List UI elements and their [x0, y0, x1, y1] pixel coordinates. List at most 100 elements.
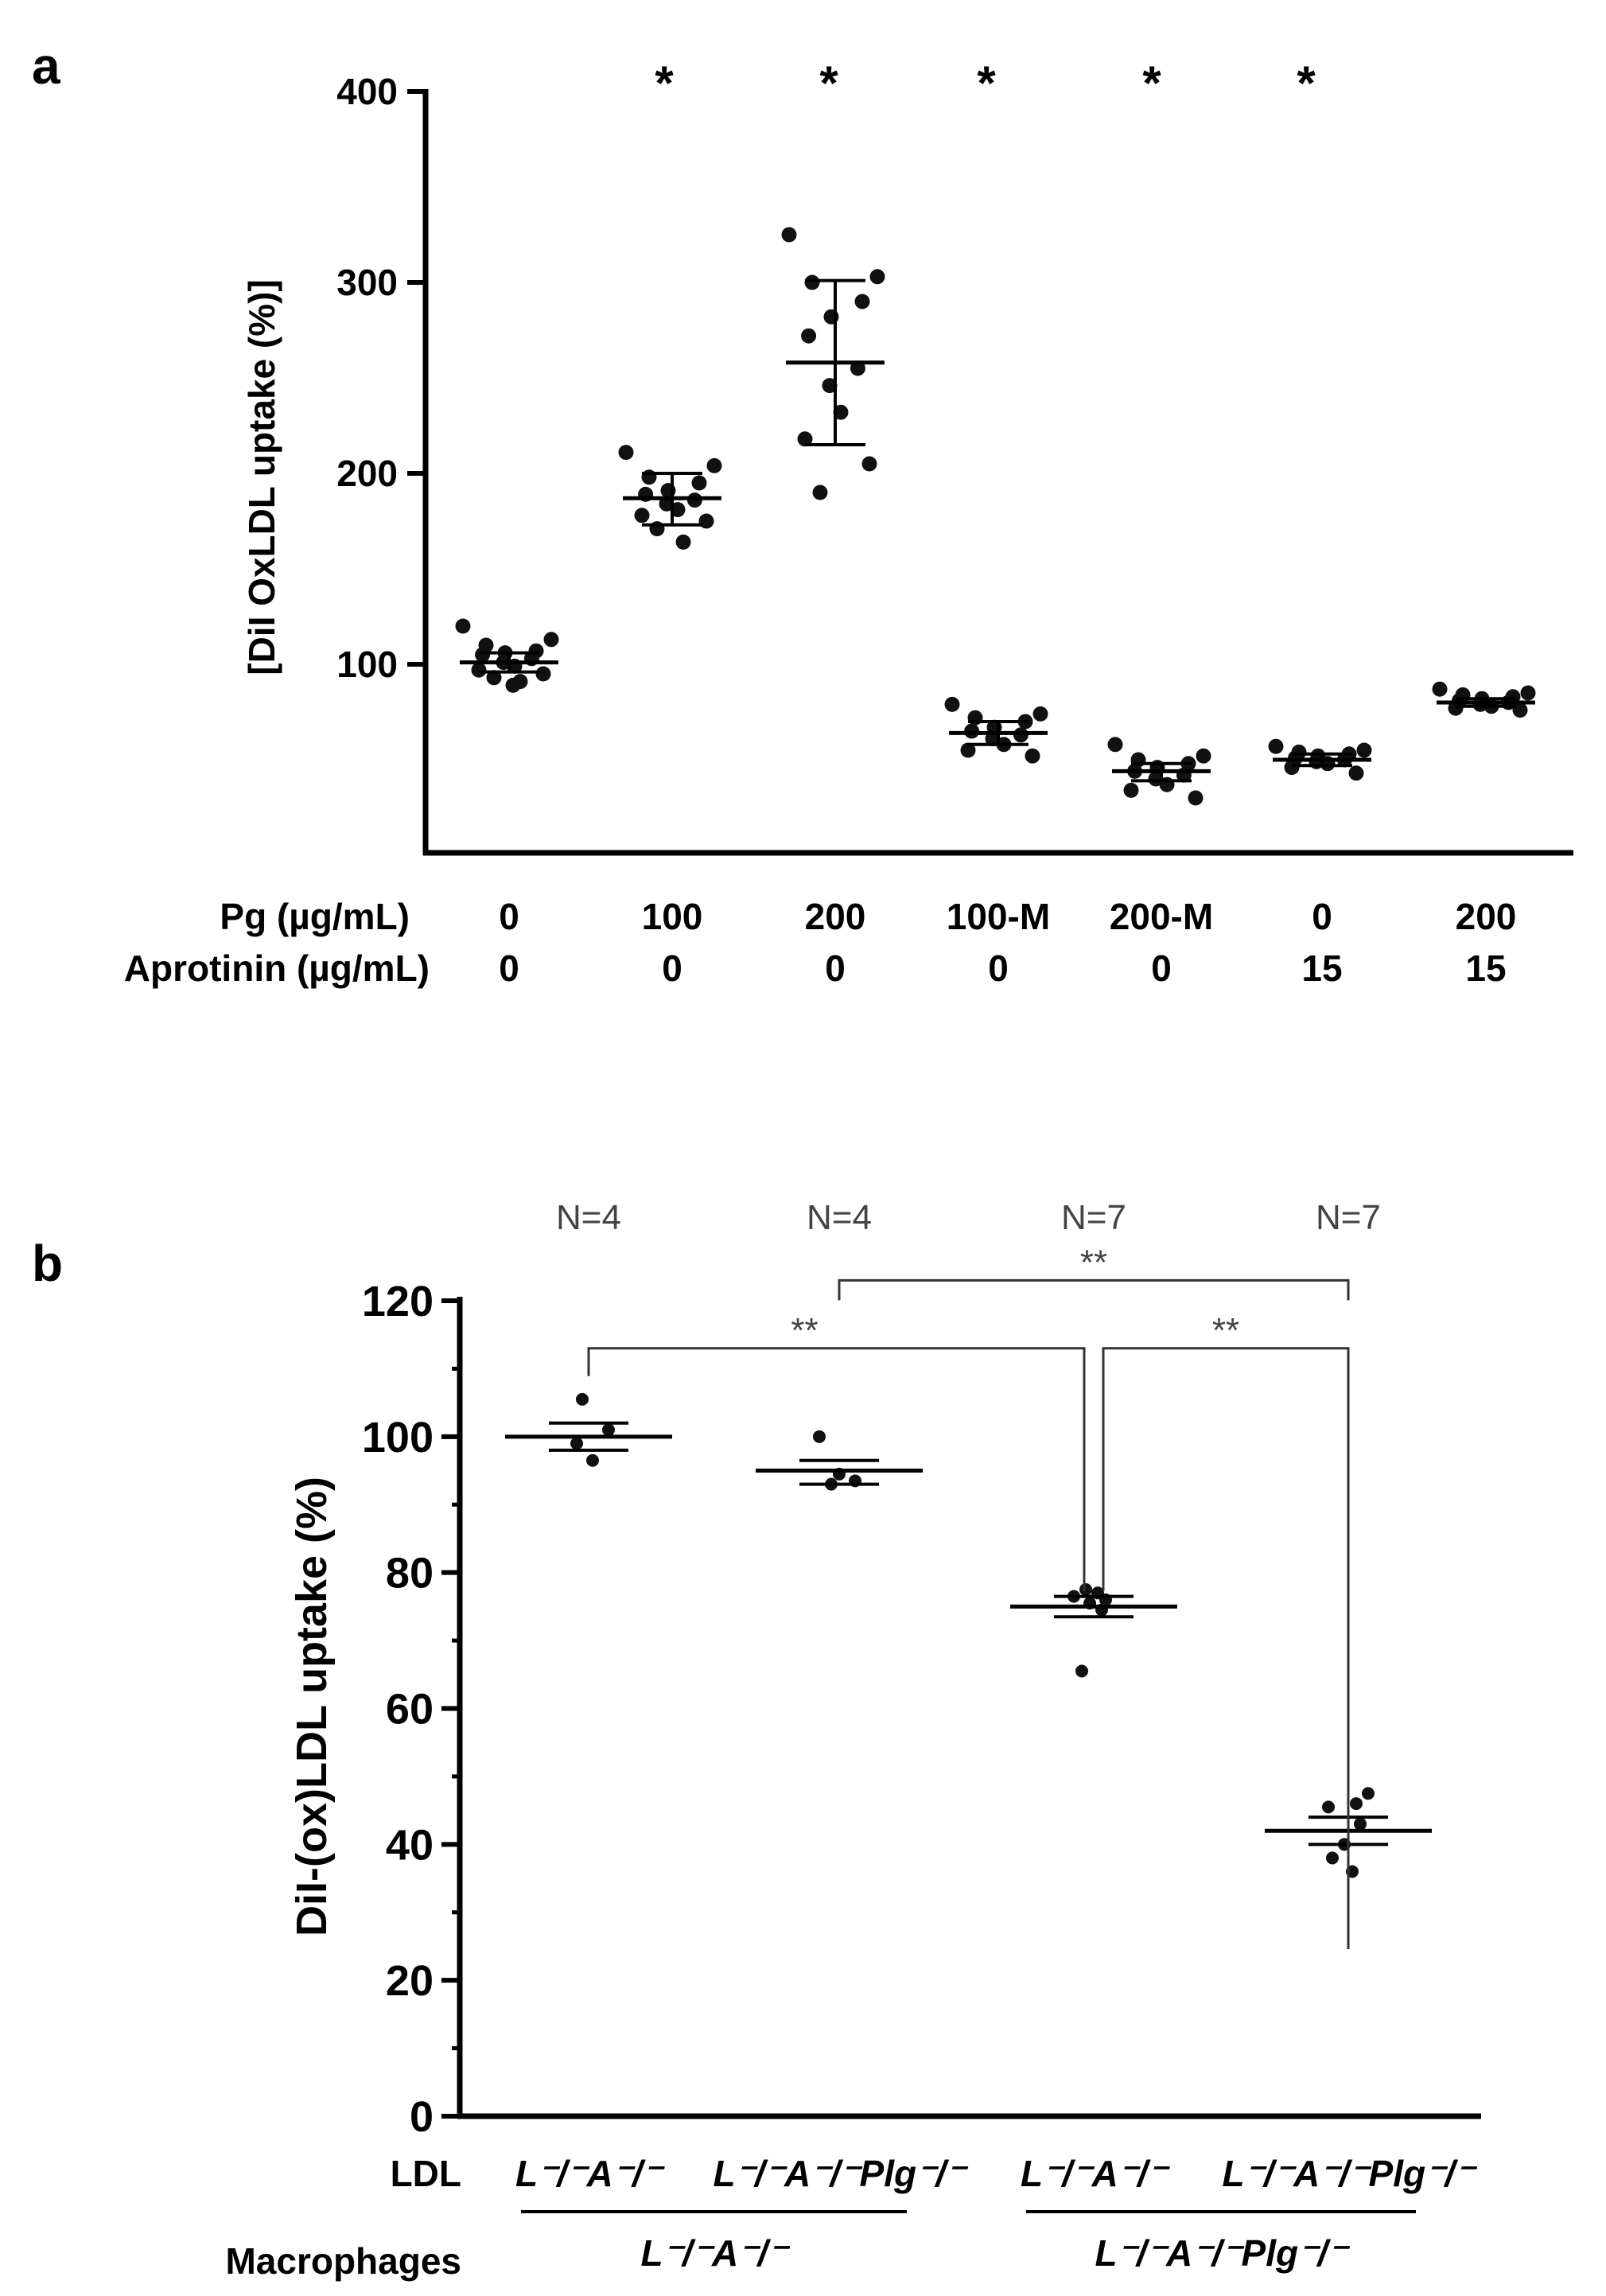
- panel-b-significance-label: **: [1080, 1243, 1107, 1282]
- panel-b-macrophage-tick-label: L⁻/⁻A⁻/⁻Plg⁻/⁻: [1095, 2232, 1351, 2274]
- panel-b-y-tick-label: 40: [386, 1821, 434, 1869]
- panel-a-aprotinin-tick-label: 0: [1151, 948, 1172, 989]
- panel-b-ldl-row-label: LDL: [391, 2153, 461, 2194]
- panel-b-y-tick-label: 60: [386, 1686, 434, 1734]
- panel-b-sample-size: N=4: [556, 1198, 621, 1237]
- panel-b-significance-label: **: [1212, 1311, 1239, 1350]
- panel-b-significance-bracket: [587, 1347, 1086, 1591]
- panel-a-data-point: [543, 632, 559, 648]
- panel-a-data-point: [1107, 737, 1123, 753]
- panel-a-data-point: [944, 696, 960, 712]
- panel-b-sample-size: N=4: [807, 1198, 872, 1237]
- panel-b-significance-bracket: [838, 1278, 1350, 1301]
- panel-a-chart: a [DiI OxLDL uptake (%)] Pg (µg/mL) Apro…: [32, 37, 1573, 989]
- panel-b-significance-bracket: [1102, 1347, 1350, 1949]
- panel-a-data-point: [691, 475, 707, 491]
- panel-b-data-point: [570, 1437, 583, 1450]
- panel-a-significance-star: *: [1297, 56, 1316, 110]
- panel-a-data-point: [1284, 760, 1300, 776]
- panel-a-pg-tick-label: 200: [805, 896, 866, 937]
- panel-a-data-point: [1356, 742, 1372, 758]
- panel-a-data-point: [1268, 738, 1284, 754]
- panel-a-data-point: [486, 670, 502, 686]
- panel-a-y-label: [DiI OxLDL uptake (%)]: [241, 279, 282, 675]
- panel-b-y-tick-label: 100: [362, 1414, 434, 1461]
- panel-a-data-point: [505, 677, 521, 693]
- panel-a-pg-tick-label: 200-M: [1110, 896, 1213, 937]
- panel-a-pg-tick-label: 200: [1456, 896, 1517, 937]
- panel-a-data-point: [812, 484, 828, 500]
- panel-b-y-tick-label: 120: [362, 1278, 434, 1325]
- panel-a-aprotinin-tick-label: 15: [1301, 948, 1342, 989]
- panel-a-aprotinin-tick-label: 0: [825, 948, 846, 989]
- panel-b-data-point: [1350, 1797, 1363, 1811]
- panel-a-data-point: [822, 378, 838, 394]
- panel-b-sample-size: N=7: [1316, 1198, 1381, 1237]
- panel-a-data-point: [1520, 685, 1536, 701]
- panel-b-label: b: [32, 1235, 63, 1292]
- panel-a-aprotinin-tick-label: 0: [499, 948, 519, 989]
- panel-a-significance-star: *: [655, 56, 674, 110]
- panel-b-ldl-tick-label: L⁻/⁻A⁻/⁻: [515, 2153, 666, 2194]
- panel-b-y-tick-label: 80: [386, 1550, 434, 1597]
- panel-a-significance-star: *: [977, 56, 996, 110]
- panel-b-macrophage-tick-label: L⁻/⁻A⁻/⁻: [641, 2232, 791, 2274]
- panel-a-data-point: [670, 502, 686, 518]
- panel-a-data-point: [535, 666, 551, 682]
- panel-a-data-point: [455, 618, 471, 634]
- panel-b-ldl-tick-label: L⁻/⁻A⁻/⁻: [1021, 2153, 1171, 2194]
- panel-a-significance-star: *: [1142, 56, 1161, 110]
- panel-a-row-label-pg: Pg (µg/mL): [220, 896, 410, 937]
- panel-a-pg-tick-label: 100-M: [947, 896, 1050, 937]
- panel-b-y-tick-label: 0: [410, 2093, 434, 2141]
- panel-a-data-point: [833, 404, 849, 420]
- panel-a-data-point: [1123, 782, 1139, 798]
- panel-b-y-label: DiI-(ox)LDL uptake (%): [288, 1477, 336, 1936]
- panel-a-data-point: [1148, 771, 1164, 787]
- panel-a-data-point: [475, 647, 491, 663]
- panel-a-data-point: [804, 274, 820, 290]
- panel-b-ldl-tick-label: L⁻/⁻A⁻/⁻Plg⁻/⁻: [1223, 2153, 1479, 2194]
- panel-a-data-point: [797, 431, 813, 447]
- panel-a-aprotinin-tick-label: 15: [1465, 948, 1506, 989]
- panel-b-data-point: [1354, 1817, 1367, 1831]
- panel-b-data-point: [1322, 1800, 1335, 1814]
- panel-b-macrophage-row-label: Macrophages: [225, 2240, 461, 2282]
- panel-a-data-point: [698, 513, 714, 529]
- panel-b-data-point: [1326, 1851, 1339, 1865]
- panel-b-data-point: [576, 1392, 589, 1406]
- panel-b-data-point: [586, 1453, 599, 1467]
- panel-b-data-point: [813, 1430, 826, 1443]
- panel-b-sample-size: N=7: [1061, 1198, 1126, 1237]
- panel-a-data-point: [1432, 681, 1448, 697]
- panel-a-data-point: [634, 508, 650, 523]
- panel-a-data-point: [801, 328, 817, 344]
- panel-a-y-tick-label: 300: [336, 262, 398, 303]
- panel-a-data-point: [960, 742, 976, 758]
- panel-a-label: a: [32, 37, 60, 95]
- panel-a-pg-tick-label: 0: [1312, 896, 1332, 937]
- panel-a-pg-tick-label: 100: [642, 896, 703, 937]
- panel-a-pg-tick-label: 0: [499, 896, 519, 937]
- panel-a-data-point: [781, 227, 797, 243]
- panel-a-data-point: [1512, 702, 1528, 718]
- panel-a-row-label-aprotinin: Aprotinin (µg/mL): [124, 948, 430, 989]
- panel-a-data-point: [1025, 748, 1040, 764]
- panel-b-data-point: [602, 1423, 615, 1437]
- panel-b-ldl-tick-label: L⁻/⁻A⁻/⁻Plg⁻/⁻: [714, 2153, 970, 2194]
- panel-a-data-point: [675, 534, 691, 550]
- panel-a-data-point: [618, 445, 634, 461]
- panel-b-chart: b DiI-(ox)LDL uptake (%) LDL Macrophages…: [32, 1198, 1481, 2282]
- panel-a-data-point: [1032, 706, 1048, 722]
- panel-b-y-tick-label: 20: [386, 1957, 434, 2005]
- panel-a-y-tick-label: 100: [336, 644, 398, 685]
- panel-a-data-point: [706, 457, 722, 473]
- panel-b-data-point: [1079, 1583, 1092, 1597]
- panel-a-significance-star: *: [819, 56, 838, 110]
- panel-a-data-point: [471, 662, 487, 678]
- panel-b-data-point: [1362, 1787, 1375, 1800]
- panel-a-data-point: [1188, 790, 1204, 806]
- panel-a-data-point: [861, 456, 877, 472]
- panel-a-data-point: [1196, 748, 1211, 764]
